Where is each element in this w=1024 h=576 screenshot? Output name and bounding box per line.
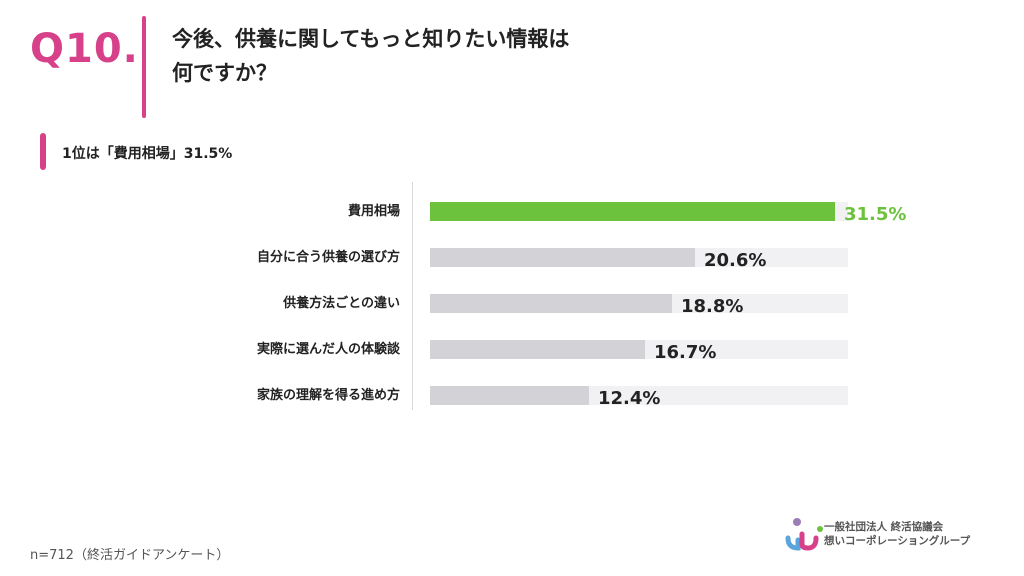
question-title: 今後、供養に関してもっと知りたい情報は 何ですか？ — [172, 22, 732, 90]
value-label: 12.4% — [598, 388, 661, 409]
bar — [430, 386, 589, 405]
organization-logo: 一般社団法人 終活協議会 想いコーポレーショングループ — [780, 516, 980, 552]
question-title-line1: 今後、供養に関してもっと知りたい情報は — [172, 27, 570, 51]
category-label: 費用相場 — [347, 204, 400, 219]
title-accent-bar — [142, 16, 146, 118]
bar — [430, 202, 835, 221]
value-label: 20.6% — [704, 250, 767, 271]
footnote: n=712（終活ガイドアンケート） — [30, 548, 230, 563]
category-label: 実際に選んだ人の体験談 — [256, 342, 400, 357]
shukatsu-logo-icon — [785, 518, 823, 551]
summary-accent-bar — [40, 133, 46, 170]
logo-line1: 一般社団法人 終活協議会 — [824, 521, 944, 533]
category-label: 自分に合う供養の選び方 — [256, 250, 400, 265]
chart-axis-line — [412, 182, 413, 410]
bar-track — [430, 294, 848, 313]
value-label: 31.5% — [844, 204, 907, 225]
category-label: 家族の理解を得る進め方 — [256, 388, 400, 403]
bar-track — [430, 340, 848, 359]
value-label: 16.7% — [654, 342, 717, 363]
logo-line2: 想いコーポレーショングループ — [824, 535, 971, 547]
bar — [430, 294, 672, 313]
bar — [430, 340, 645, 359]
question-number: Q10. — [30, 26, 139, 72]
question-title-line2: 何ですか？ — [172, 61, 277, 85]
category-label: 供養方法ごとの違い — [283, 296, 400, 311]
logo-text: 一般社団法人 終活協議会 想いコーポレーショングループ — [824, 520, 970, 548]
bar-track — [430, 386, 848, 405]
summary-text: 1位は「費用相場」31.5% — [62, 146, 233, 162]
value-label: 18.8% — [681, 296, 744, 317]
bar — [430, 248, 695, 267]
bar-track — [430, 202, 848, 221]
bar-track — [430, 248, 848, 267]
